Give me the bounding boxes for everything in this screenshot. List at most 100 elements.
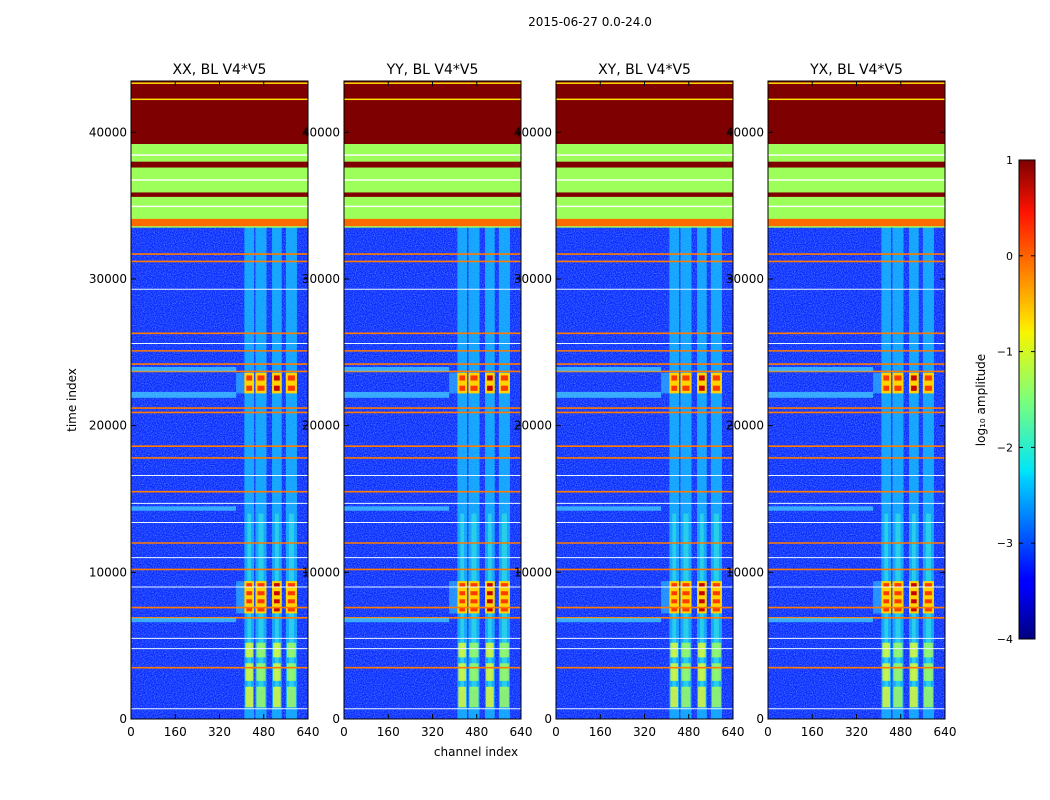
y-tick-label: 0 <box>332 712 340 726</box>
rfi-glow <box>873 581 882 614</box>
y-tick-label: 30000 <box>302 272 340 286</box>
rfi-hotspot <box>699 583 705 588</box>
rfi-spot <box>273 686 281 708</box>
x-tick-label: 160 <box>377 725 400 739</box>
panel-title: YY, BL V4*V5 <box>386 62 479 78</box>
flag-band <box>768 154 945 156</box>
flag-band <box>344 367 450 372</box>
flag-band <box>556 179 733 181</box>
rfi-block <box>680 581 692 614</box>
flag-band <box>768 205 945 208</box>
flag-band <box>131 218 308 227</box>
panel-2: XY, BL V4*V5 0 160 320 480 640 0 10000 20000 3000… <box>514 62 745 739</box>
x-tick-label: 320 <box>845 725 868 739</box>
rfi-block <box>255 372 267 394</box>
flag-band <box>556 506 662 511</box>
y-tick-label: 20000 <box>89 419 127 433</box>
rfi-spot <box>698 686 706 708</box>
rfi-hotspot <box>487 375 493 381</box>
rfi-spot <box>910 686 918 708</box>
rfi-column <box>457 226 468 719</box>
rfi-spot <box>882 686 891 708</box>
rfi-hotspot <box>459 607 466 612</box>
rfi-hotspot <box>470 599 478 604</box>
rfi-spot <box>273 642 281 658</box>
rfi-hotspot <box>712 607 720 612</box>
rfi-block <box>669 372 680 394</box>
panel-title: XX, BL V4*V5 <box>173 62 267 78</box>
rfi-block <box>285 372 297 394</box>
colorbar-tick-label: −1 <box>997 346 1013 359</box>
rfi-hotspot <box>671 599 678 604</box>
y-tick-label: 30000 <box>89 272 127 286</box>
rfi-spot <box>882 663 891 681</box>
rfi-spot <box>670 642 679 658</box>
y-tick-label: 40000 <box>514 125 552 139</box>
rfi-block <box>498 581 510 614</box>
rfi-hotspot <box>712 385 720 391</box>
colorbar-tick-label: −2 <box>997 441 1013 454</box>
rfi-block <box>697 581 707 614</box>
colorbar-tick-label: 0 <box>1006 250 1013 263</box>
rfi-hotspot <box>487 599 493 604</box>
rfi-block <box>285 581 297 614</box>
rfi-hotspot <box>246 583 253 588</box>
rfi-column <box>881 226 892 719</box>
rfi-spot <box>698 663 706 681</box>
rfi-hotspot <box>911 385 917 391</box>
rfi-block <box>457 581 468 614</box>
rfi-spot <box>486 686 494 708</box>
rfi-column <box>697 226 707 719</box>
panel-0: XX, BL V4*V5 0 160 320 480 640 0 10000 20000 3000… <box>65 62 319 739</box>
colorbar: 1 0 −1 −2 −3 −4 log₁₀ amplitude <box>974 154 1036 646</box>
rfi-column <box>255 226 267 719</box>
rfi-spot <box>256 686 266 708</box>
rfi-spot <box>893 663 903 681</box>
rfi-spot <box>469 642 479 658</box>
y-tick-label: 10000 <box>302 565 340 579</box>
rfi-block <box>697 372 707 394</box>
rfi-spot <box>286 686 296 708</box>
rfi-spot <box>458 663 467 681</box>
x-tick-label: 160 <box>801 725 824 739</box>
x-tick-label: 640 <box>510 725 533 739</box>
rfi-block <box>710 581 722 614</box>
rfi-hotspot <box>699 385 705 391</box>
rfi-block <box>909 581 919 614</box>
y-tick-label: 0 <box>544 712 552 726</box>
rfi-hotspot <box>500 375 508 381</box>
flag-band <box>131 506 237 511</box>
rfi-hotspot <box>500 599 508 604</box>
rfi-hotspot <box>470 375 478 381</box>
flag-band <box>344 617 450 623</box>
rfi-column <box>669 226 680 719</box>
rfi-spot <box>882 642 891 658</box>
rfi-spot <box>681 663 691 681</box>
rfi-hotspot <box>246 607 253 612</box>
panel-1: YY, BL V4*V5 0 160 320 480 640 0 10000 20000 3000… <box>302 62 533 759</box>
rfi-hotspot <box>671 607 678 612</box>
rfi-hotspot <box>911 607 917 612</box>
flag-band <box>131 179 308 181</box>
rfi-hotspot <box>274 375 280 381</box>
x-tick-label: 0 <box>127 725 135 739</box>
flag-band <box>131 367 237 372</box>
rfi-hotspot <box>500 607 508 612</box>
rfi-hotspot <box>682 375 690 381</box>
rfi-block <box>710 372 722 394</box>
rfi-hotspot <box>487 607 493 612</box>
rfi-hotspot <box>487 591 493 596</box>
rfi-column <box>468 226 480 719</box>
rfi-block <box>498 372 510 394</box>
flag-band <box>131 205 308 208</box>
rfi-hotspot <box>500 583 508 588</box>
rfi-hotspot <box>257 583 265 588</box>
rfi-spot <box>923 663 933 681</box>
rfi-hotspot <box>459 385 466 391</box>
rfi-block <box>468 581 480 614</box>
rfi-hotspot <box>287 607 295 612</box>
rfi-spot <box>910 663 918 681</box>
rfi-hotspot <box>459 583 466 588</box>
x-tick-label: 480 <box>889 725 912 739</box>
rfi-spot <box>711 663 721 681</box>
